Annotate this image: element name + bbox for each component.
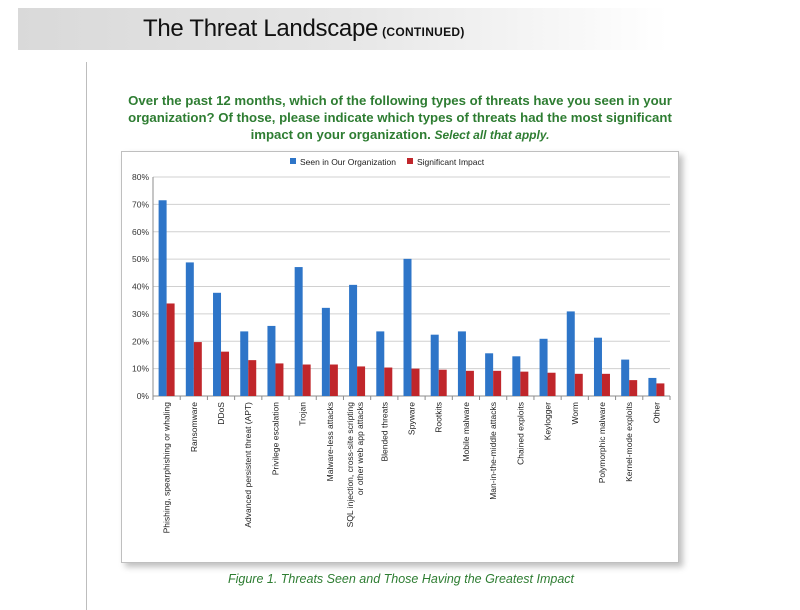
bar-impact xyxy=(465,370,474,396)
x-category-label: SQL injection, cross-site scripting xyxy=(345,402,355,528)
survey-question: Over the past 12 months, which of the fo… xyxy=(120,92,680,144)
bar-seen xyxy=(267,325,276,396)
bar-seen xyxy=(539,338,548,396)
x-category-label: Phishing, spearphishing or whaling xyxy=(162,402,172,534)
bar-impact xyxy=(193,342,202,396)
x-category-label: Ransomware xyxy=(189,402,199,452)
bar-seen xyxy=(457,331,466,396)
bar-seen xyxy=(294,267,303,396)
bar-impact xyxy=(166,303,175,396)
bar-impact xyxy=(574,373,583,396)
x-category-label: Blended threats xyxy=(379,402,389,462)
y-tick-label: 10% xyxy=(132,364,149,374)
bar-impact xyxy=(601,373,610,396)
bar-seen xyxy=(376,331,385,396)
x-category-label: Rootkits xyxy=(434,402,444,433)
bar-impact xyxy=(438,369,447,396)
bar-seen xyxy=(593,337,602,396)
x-category-label: Worm xyxy=(570,402,580,425)
y-tick-label: 0% xyxy=(137,391,150,401)
bar-seen xyxy=(158,200,167,396)
x-category-label: DDoS xyxy=(216,402,226,425)
bar-impact xyxy=(275,363,284,396)
header-band xyxy=(18,8,668,50)
bar-impact xyxy=(547,372,556,396)
threats-bar-chart: 0% 10% 20% 30% 40% 50% 60% 70% 80% Phishing, spea… xyxy=(132,157,671,534)
bar-seen xyxy=(621,359,630,396)
bar-seen xyxy=(430,334,439,396)
x-category-label: Spyware xyxy=(407,402,417,435)
bar-seen xyxy=(240,331,249,396)
bar-impact xyxy=(384,367,393,396)
legend-label-seen: Seen in Our Organization xyxy=(300,157,396,167)
bar-seen xyxy=(321,307,330,396)
bar-impact xyxy=(357,366,366,396)
bar-seen xyxy=(349,284,358,396)
legend-swatch-impact xyxy=(407,158,413,164)
x-category-label: Polymorphic malware xyxy=(597,402,607,484)
page-title-text: The Threat Landscape xyxy=(143,15,379,42)
chart-frame: 0% 10% 20% 30% 40% 50% 60% 70% 80% Phishing, spea… xyxy=(121,151,679,563)
bar-seen xyxy=(403,258,412,396)
x-category-label: or other web app attacks xyxy=(355,402,365,495)
bar-seen xyxy=(648,377,657,396)
y-tick-label: 50% xyxy=(132,254,149,264)
legend-label-impact: Significant Impact xyxy=(417,157,485,167)
y-tick-label: 20% xyxy=(132,336,149,346)
x-category-label: Man-in-the-middle attacks xyxy=(488,402,498,500)
y-tick-label: 70% xyxy=(132,199,149,209)
legend-swatch-seen xyxy=(290,158,296,164)
y-tick-label: 60% xyxy=(132,227,149,237)
x-category-label: Keylogger xyxy=(543,402,553,440)
question-text: Over the past 12 months, which of the fo… xyxy=(128,93,672,142)
bar-seen xyxy=(485,353,494,396)
x-category-label: Kernel-mode exploits xyxy=(624,402,634,482)
x-category-label: Advanced persistent threat (APT) xyxy=(243,402,253,528)
x-category-label: Other xyxy=(651,402,661,423)
x-category-label: Trojan xyxy=(298,402,308,426)
bar-impact xyxy=(248,360,257,396)
bar-impact xyxy=(411,368,420,396)
bar-impact xyxy=(221,351,230,396)
y-tick-label: 80% xyxy=(132,172,149,182)
bar-seen xyxy=(566,311,575,396)
x-category-label: Mobile malware xyxy=(461,402,471,462)
bar-impact xyxy=(520,371,529,396)
page-title-continued: (CONTINUED) xyxy=(382,25,465,39)
question-hint: Select all that apply. xyxy=(434,128,550,142)
bar-seen xyxy=(213,292,222,396)
bar-impact xyxy=(329,364,338,396)
bar-impact xyxy=(493,370,502,396)
bar-seen xyxy=(512,356,521,396)
y-tick-label: 30% xyxy=(132,309,149,319)
bar-impact xyxy=(656,383,665,396)
x-category-label: Chained exploits xyxy=(515,402,525,465)
bar-impact xyxy=(302,364,311,396)
bar-impact xyxy=(629,380,638,396)
page-title: The Threat Landscape (CONTINUED) xyxy=(143,15,465,43)
bar-seen xyxy=(185,262,194,396)
x-category-label: Privilege escalation xyxy=(270,402,280,476)
left-divider xyxy=(86,62,87,610)
y-tick-label: 40% xyxy=(132,282,149,292)
x-category-label: Malware-less attacks xyxy=(325,402,335,481)
figure-caption: Figure 1. Threats Seen and Those Having … xyxy=(227,572,574,586)
